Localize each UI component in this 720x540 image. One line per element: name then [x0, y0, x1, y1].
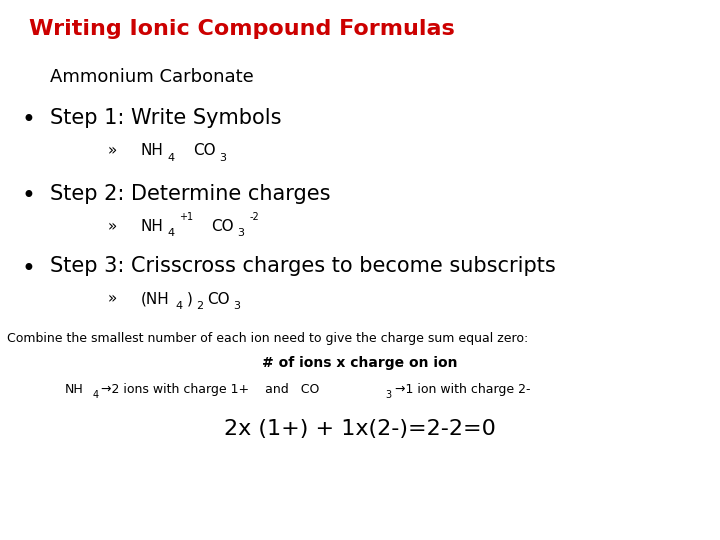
Text: +1: +1 [179, 212, 193, 222]
Text: 3: 3 [238, 228, 245, 239]
Text: Ammonium Carbonate: Ammonium Carbonate [50, 68, 254, 85]
Text: »: » [108, 292, 117, 307]
Text: »: » [108, 143, 117, 158]
Text: # of ions x charge on ion: # of ions x charge on ion [262, 356, 458, 370]
Text: 2x (1+) + 1x(2-)=2-2=0: 2x (1+) + 1x(2-)=2-2=0 [224, 418, 496, 438]
Text: 4: 4 [176, 301, 183, 312]
Text: Writing Ionic Compound Formulas: Writing Ionic Compound Formulas [29, 19, 454, 39]
Text: 4: 4 [167, 228, 174, 239]
Text: •: • [22, 184, 35, 207]
Text: Step 3: Crisscross charges to become subscripts: Step 3: Crisscross charges to become sub… [50, 256, 556, 276]
Text: 3: 3 [385, 390, 392, 400]
Text: 4: 4 [167, 153, 174, 163]
Text: NH: NH [140, 219, 163, 234]
Text: CO: CO [193, 143, 215, 158]
Text: 3: 3 [233, 301, 240, 312]
Text: (NH: (NH [140, 292, 169, 307]
Text: 2: 2 [196, 301, 203, 312]
Text: »: » [108, 219, 117, 234]
Text: CO: CO [211, 219, 233, 234]
Text: →1 ion with charge 2-: →1 ion with charge 2- [395, 383, 530, 396]
Text: 4: 4 [92, 390, 99, 400]
Text: 3: 3 [220, 153, 227, 163]
Text: ): ) [186, 292, 192, 307]
Text: NH: NH [65, 383, 84, 396]
Text: CO: CO [207, 292, 229, 307]
Text: •: • [22, 108, 35, 132]
Text: NH: NH [140, 143, 163, 158]
Text: •: • [22, 256, 35, 280]
Text: →2 ions with charge 1+    and   CO: →2 ions with charge 1+ and CO [101, 383, 319, 396]
Text: Step 1: Write Symbols: Step 1: Write Symbols [50, 108, 282, 128]
Text: -2: -2 [249, 212, 259, 222]
Text: Combine the smallest number of each ion need to give the charge sum equal zero:: Combine the smallest number of each ion … [7, 332, 528, 345]
Text: Step 2: Determine charges: Step 2: Determine charges [50, 184, 331, 204]
